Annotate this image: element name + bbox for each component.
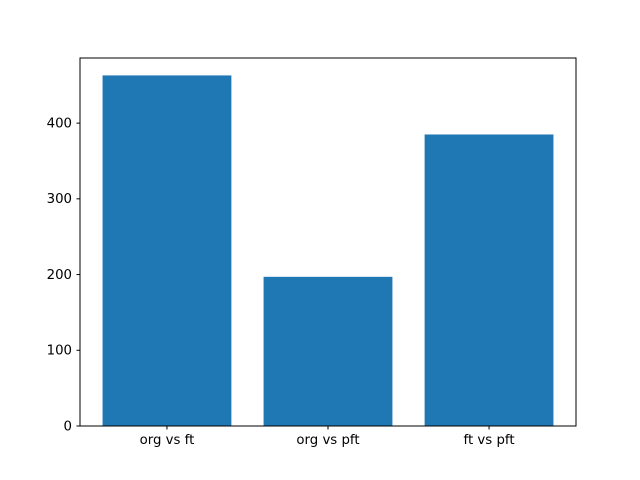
bar-ft-vs-pft	[424, 134, 554, 427]
x-tick-label-ft-vs-pft: ft vs pft	[464, 433, 515, 448]
x-tick-label-org-vs-ft: org vs ft	[140, 433, 195, 448]
y-tick-label-0: 0	[64, 419, 72, 434]
y-tick-label-100: 100	[47, 344, 72, 359]
y-tick-label-200: 200	[47, 268, 72, 283]
y-tick-label-300: 300	[47, 192, 72, 207]
bar-org-vs-pft	[263, 276, 393, 426]
x-tick-label-org-vs-pft: org vs pft	[296, 433, 359, 448]
y-tick-label-400: 400	[47, 116, 72, 131]
bar-org-vs-ft	[102, 75, 232, 427]
